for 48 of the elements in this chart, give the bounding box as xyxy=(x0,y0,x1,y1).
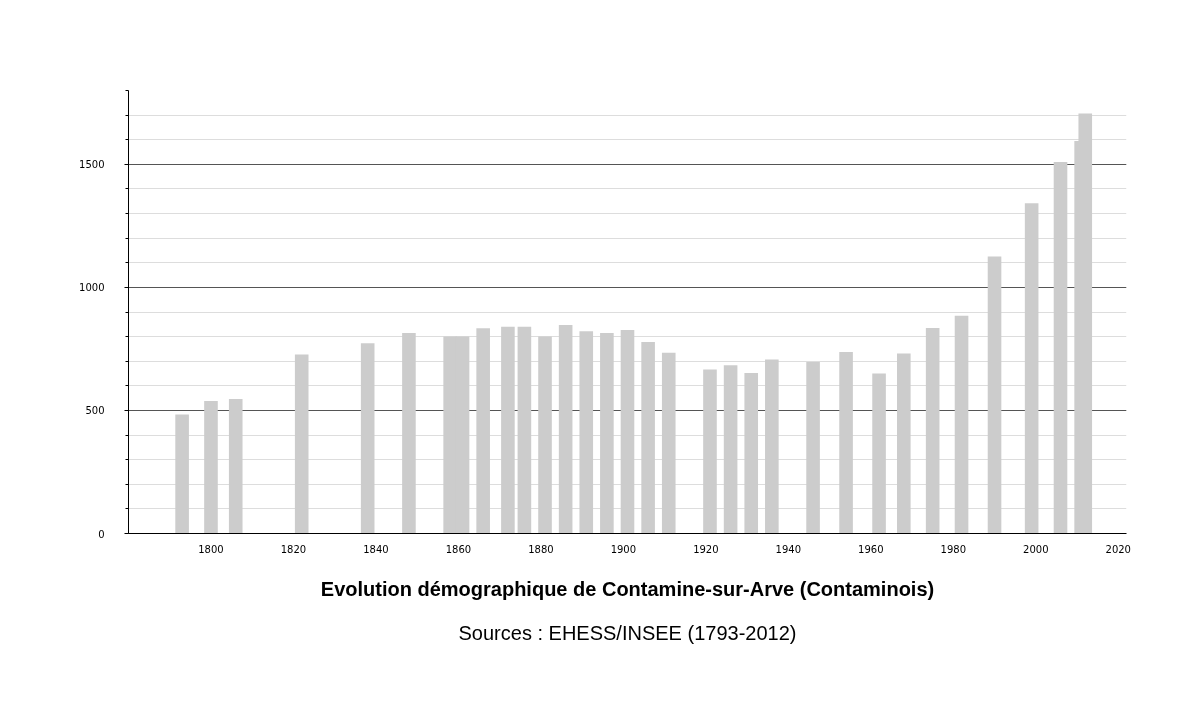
y-tick-label: 1500 xyxy=(79,159,105,171)
bar xyxy=(723,365,738,534)
x-tick-label: 1840 xyxy=(363,543,389,555)
bar xyxy=(744,373,759,534)
bar xyxy=(839,352,853,534)
x-tick-label: 1980 xyxy=(940,543,967,555)
x-tick-label: 1820 xyxy=(280,543,307,555)
bar xyxy=(703,369,717,534)
text: Evolution démographique de Contamine-sur-Arve (Contaminois) xyxy=(320,577,935,600)
x-tick-label: 1860 xyxy=(445,543,472,555)
bar xyxy=(925,328,940,534)
bar xyxy=(517,326,532,534)
bar xyxy=(954,315,969,534)
x-tick-label: 2000 xyxy=(1023,543,1049,555)
x-tick-label: 1900 xyxy=(610,543,637,555)
x-tick-label: 1880 xyxy=(528,543,554,555)
bar xyxy=(402,332,416,534)
bar xyxy=(872,373,886,534)
y-tick-label: 1000 xyxy=(79,282,105,294)
bar xyxy=(1053,162,1068,534)
bar xyxy=(1024,203,1039,534)
x-tick-label: 1960 xyxy=(858,543,884,555)
x-tick-label: 1800 xyxy=(198,543,224,555)
bar xyxy=(538,336,552,534)
bar xyxy=(1078,113,1093,534)
bar xyxy=(987,256,1002,534)
x-tick-label: 1920 xyxy=(693,543,719,555)
bar xyxy=(501,326,515,534)
bar xyxy=(806,361,820,534)
bar xyxy=(765,359,779,534)
bar xyxy=(204,401,218,534)
bar xyxy=(476,328,490,534)
y-tick-label: 500 xyxy=(85,405,105,417)
bar xyxy=(579,331,594,534)
bar xyxy=(661,352,676,534)
bar xyxy=(228,398,243,534)
bar xyxy=(600,332,614,534)
bar xyxy=(897,353,911,534)
x-tick-label: 2020 xyxy=(1105,543,1131,555)
x-tick-label: 1940 xyxy=(775,543,802,555)
bar xyxy=(294,354,309,534)
text: Sources : EHESS/INSEE (1793-2012) xyxy=(458,621,797,644)
bar xyxy=(360,343,375,534)
bar xyxy=(175,414,189,534)
bar xyxy=(641,342,655,534)
y-tick-label: 0 xyxy=(98,528,105,540)
bar xyxy=(620,329,635,534)
bar xyxy=(558,325,573,534)
